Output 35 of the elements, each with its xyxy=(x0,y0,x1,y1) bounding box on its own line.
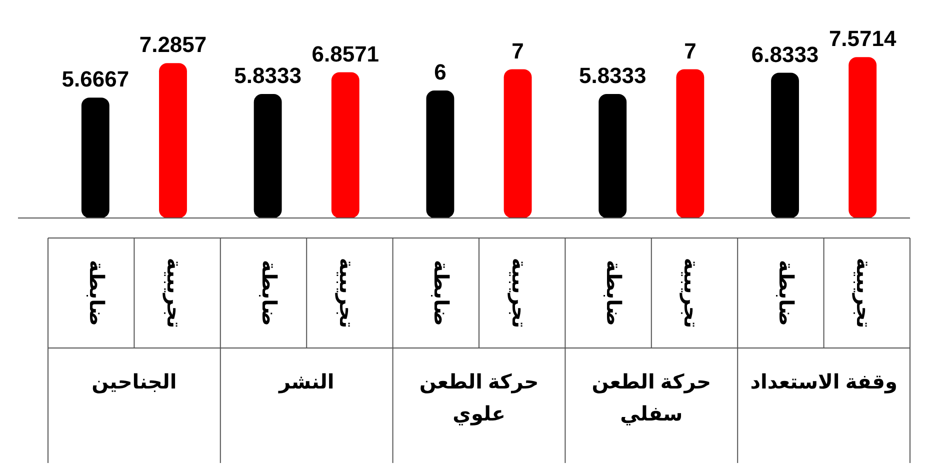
text: ضابطة xyxy=(774,260,796,326)
data-label: 5.8333 xyxy=(234,63,302,88)
x-tick-label: الجناحين xyxy=(92,372,177,394)
x-tick-label: حركة الطعن سفلي xyxy=(592,372,712,426)
data-label: 5.8333 xyxy=(578,63,646,88)
bar xyxy=(848,57,877,218)
bar xyxy=(159,63,187,218)
text: تجريبية xyxy=(852,258,874,328)
text: ضابطة xyxy=(84,260,107,326)
data-label: 6.8333 xyxy=(751,42,819,67)
bar xyxy=(676,69,704,218)
data-label: 7.5714 xyxy=(828,26,897,52)
bar xyxy=(771,72,799,218)
text: تجريبية xyxy=(162,258,184,328)
x-tick-label: النشر xyxy=(278,372,334,394)
text: تجريبية xyxy=(680,258,702,328)
text: تجريبية xyxy=(334,258,357,328)
bar xyxy=(254,94,282,218)
data-label: 6 xyxy=(434,60,446,85)
x-tick-label: حركة الطعن علوي xyxy=(419,372,539,426)
text: ضابطة xyxy=(430,260,452,326)
data-label: 7 xyxy=(684,38,696,64)
text: ضابطة xyxy=(257,260,280,326)
bar xyxy=(504,69,532,218)
bar xyxy=(81,98,110,218)
text: ضابطة xyxy=(602,260,624,326)
text: تجريبية xyxy=(507,258,530,328)
bar xyxy=(331,72,360,218)
bar xyxy=(598,94,627,218)
data-label: 5.6667 xyxy=(62,66,130,92)
data-label: 6.8571 xyxy=(312,41,380,66)
x-tick-label: وقفة الاستعداد xyxy=(750,372,898,394)
bar xyxy=(426,90,454,218)
data-label: 7.2857 xyxy=(139,32,207,58)
data-label: 7 xyxy=(512,38,524,64)
